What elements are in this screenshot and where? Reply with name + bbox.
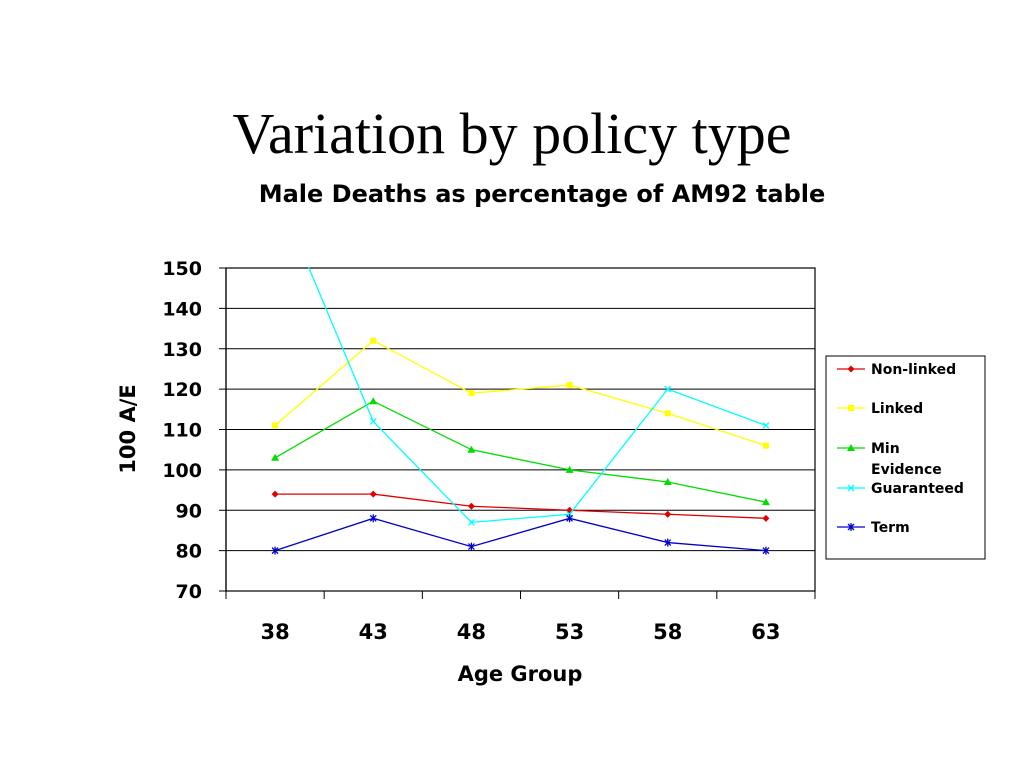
data-point-linked [664, 410, 671, 417]
legend-marker-linked [848, 405, 854, 411]
y-tick-label: 90 [176, 500, 202, 522]
series-layer [271, 184, 770, 555]
data-point-linked [272, 422, 279, 429]
data-point-linked [370, 337, 377, 344]
data-point-non-linked [664, 510, 672, 518]
data-point-min-evidence [565, 465, 574, 473]
data-point-linked [762, 442, 769, 449]
series-guaranteed [272, 184, 770, 526]
data-point-term [566, 514, 574, 523]
series-non-linked [271, 490, 770, 522]
x-axis-label: Age Group [458, 662, 583, 686]
legend-label-guaranteed: Guaranteed [871, 481, 964, 497]
data-point-min-evidence [369, 397, 378, 405]
y-tick-label: 70 [176, 581, 202, 603]
data-point-term [271, 546, 279, 555]
legend-item-guaranteed: Guaranteed [837, 481, 964, 497]
y-tick-label: 130 [162, 339, 202, 361]
y-tick-label: 110 [162, 420, 202, 442]
y-tick-label: 100 [162, 460, 202, 482]
legend-marker-non-linked [847, 365, 855, 373]
data-point-linked [468, 390, 475, 397]
data-point-non-linked [369, 490, 377, 498]
series-line-guaranteed [307, 267, 767, 524]
data-point-guaranteed [467, 518, 475, 526]
legend-item-linked: Linked [837, 401, 923, 417]
y-axis: 70 80 90 100 110 120 130 140 150 [162, 258, 227, 603]
x-tick-label: 58 [653, 620, 682, 644]
series-term [271, 514, 770, 555]
y-axis-label: 100 A/E [116, 384, 140, 473]
series-linked [272, 337, 769, 449]
data-point-term [369, 514, 377, 523]
legend-label-min-evidence: Min [871, 441, 900, 457]
data-point-term [762, 546, 770, 555]
data-point-guaranteed [272, 184, 278, 190]
series-line-non-linked [275, 493, 766, 519]
data-point-term [664, 538, 672, 547]
data-point-guaranteed [762, 422, 770, 429]
x-axis: 38 43 48 53 58 63 [225, 591, 816, 644]
y-tick-label: 120 [162, 379, 202, 401]
y-tick-label: 140 [162, 298, 202, 320]
x-tick-label: 43 [359, 620, 388, 644]
legend-label-linked: Linked [871, 401, 923, 417]
x-tick-label: 53 [555, 620, 584, 644]
x-tick-label: 48 [457, 620, 486, 644]
chart-title: Male Deaths as percentage of AM92 table [258, 180, 826, 208]
legend-label-non-linked: Non-linked [871, 362, 956, 378]
series-line-linked [274, 339, 767, 447]
legend-label-min-evidence: Evidence [871, 462, 942, 478]
legend-marker-guaranteed [847, 484, 855, 492]
data-point-guaranteed [664, 385, 672, 393]
series-line-term [274, 517, 766, 552]
x-tick-label: 63 [751, 620, 780, 644]
data-point-non-linked [762, 514, 770, 522]
data-point-min-evidence [467, 445, 476, 453]
data-point-term [467, 542, 475, 551]
y-tick-label: 80 [176, 541, 202, 563]
y-tick-label: 150 [162, 258, 202, 280]
data-point-non-linked [467, 502, 475, 510]
data-point-min-evidence [271, 453, 280, 461]
legend: Non-linked Linked Min Evidence Guaranteed Ter… [825, 355, 986, 560]
series-line-min-evidence [274, 400, 767, 503]
data-point-guaranteed [369, 417, 377, 425]
data-point-min-evidence [761, 498, 770, 506]
data-point-linked [566, 382, 573, 389]
data-point-non-linked [271, 490, 279, 498]
series-min-evidence [271, 397, 770, 506]
legend-marker-min-evidence [847, 444, 855, 451]
legend-item-min-evidence: Min Evidence [837, 441, 942, 478]
legend-marker-term [847, 523, 855, 531]
grid-lines [226, 307, 815, 552]
data-point-min-evidence [663, 477, 672, 485]
legend-item-non-linked: Non-linked [837, 362, 956, 378]
legend-item-term: Term [837, 520, 910, 536]
slide-title: Variation by policy type [232, 101, 792, 166]
x-tick-label: 38 [260, 620, 289, 644]
legend-label-term: Term [871, 520, 910, 536]
